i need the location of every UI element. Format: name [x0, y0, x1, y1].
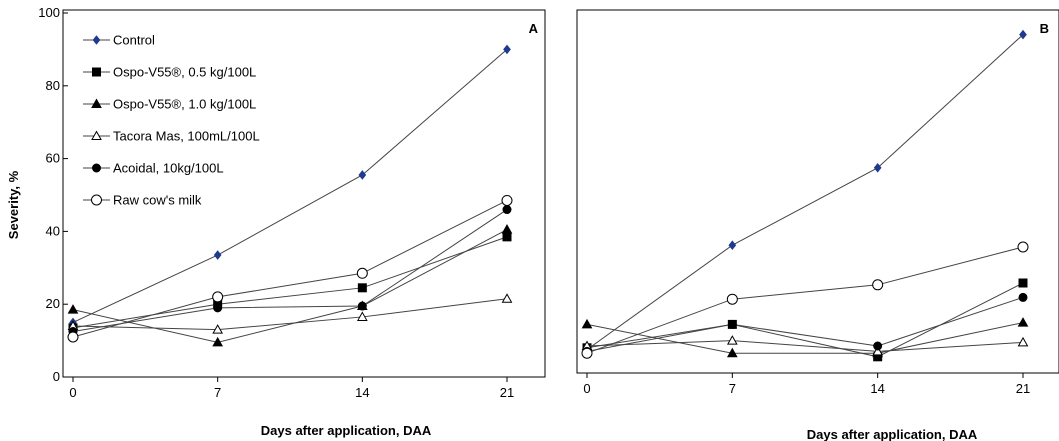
- panel-b-x-tick-label: 0: [583, 381, 590, 396]
- panel-a-series-acoidal-10kg-100l-line: [72, 209, 508, 332]
- panel-a-label: A: [529, 21, 539, 36]
- panel-a-series-raw-cow-s-milk-point: [67, 331, 79, 343]
- panel-b-series-control: [583, 29, 1027, 355]
- panel-b-x-tick-label: 7: [729, 381, 736, 396]
- panel-a-legend-entry-marker: [91, 130, 102, 140]
- panel-b-series-tacora-mas-100ml-100l-point: [726, 335, 738, 345]
- panel-a-series-tacora-mas-100ml-100l: [67, 293, 513, 334]
- panel-a-legend-entry-label: Tacora Mas, 100mL/100L: [113, 129, 260, 144]
- panel-b-series-raw-cow-s-milk: [581, 241, 1029, 359]
- panel-b: B 0 7 14 21 Days after application, DAA: [576, 9, 1059, 441]
- panel-a-series-tacora-mas-100ml-100l-point: [212, 324, 224, 334]
- panel-b-series-ospo-v55-0-5-kg-100l: [582, 278, 1028, 362]
- panel-a-legend-entry-label: Ospo-V55®, 0.5 kg/100L: [113, 65, 256, 80]
- panel-b-series-raw-cow-s-milk-point: [726, 293, 738, 305]
- panel-a-series-ospo-v55-1-0-kg-100l-point: [501, 224, 513, 234]
- panel-b-series-ospo-v55-0-5-kg-100l-point: [1018, 278, 1028, 288]
- panel-b-series-acoidal-10kg-100l-point: [873, 341, 883, 351]
- panel-a-y-axis-title: Severity, %: [6, 170, 21, 239]
- panel-b-x-tick-label: 21: [1016, 381, 1030, 396]
- panel-a-series-raw-cow-s-milk-point: [356, 267, 368, 279]
- panel-a-plot-frame: [62, 9, 546, 378]
- panel-a-series-ospo-v55-0-5-kg-100l: [68, 232, 512, 333]
- panel-b-series-tacora-mas-100ml-100l: [581, 335, 1029, 356]
- panel-a-series-control-point: [503, 44, 511, 55]
- panel-a-legend-entry-marker: [92, 35, 101, 45]
- panel-a-series-acoidal-10kg-100l-point: [357, 301, 367, 311]
- panel-a-series-ospo-v55-1-0-kg-100l-point: [67, 304, 79, 314]
- panel-a: A 0 20 40 60 80 100 0 7 14 21 Days after applicatio…: [6, 5, 546, 438]
- panel-b-series-tacora-mas-100ml-100l-point: [872, 345, 884, 356]
- panel-a-x-tick-label: 21: [500, 385, 514, 400]
- panel-b-series-acoidal-10kg-100l-point: [727, 319, 737, 329]
- panel-b-series-tacora-mas-100ml-100l-point: [1017, 336, 1029, 347]
- panel-a-series-ospo-v55-0-5-kg-100l-point: [502, 232, 512, 242]
- panel-a-series-control-point: [213, 250, 222, 260]
- panel-b-series-tacora-mas-100ml-100l-line: [586, 340, 1024, 352]
- panel-a-series-acoidal-10kg-100l-point: [502, 205, 512, 215]
- panel-a-legend: Control Ospo-V55®, 0.5 kg/100L Ospo-V55®, …: [83, 33, 260, 208]
- panel-a-y-tick-label: 40: [46, 223, 60, 238]
- panel-b-series-control-point: [873, 162, 882, 173]
- panel-a-series-raw-cow-s-milk-point: [212, 291, 224, 303]
- panel-a-legend-entry-marker: [91, 194, 102, 206]
- panel-a-x-tick-label: 14: [355, 385, 369, 400]
- panel-a-legend-entry-label: Ospo-V55®, 1.0 kg/100L: [113, 97, 256, 112]
- panel-b-series-ospo-v55-0-5-kg-100l-line: [586, 282, 1024, 358]
- panel-b-series-ospo-v55-1-0-kg-100l-point: [581, 318, 593, 329]
- panel-a-series-raw-cow-s-milk: [67, 194, 513, 343]
- panel-a-series-acoidal-10kg-100l-point: [213, 303, 223, 313]
- panel-a-series-raw-cow-s-milk-point: [501, 194, 513, 206]
- panel-b-series-acoidal-10kg-100l-point: [1018, 292, 1028, 302]
- panel-b-series-control-line: [586, 34, 1024, 351]
- panel-a-series-control-point: [358, 170, 367, 180]
- panel-b-series-ospo-v55-1-0-kg-100l-point: [726, 347, 738, 358]
- panel-b-series-control-point: [728, 240, 737, 251]
- panel-b-series-ospo-v55-1-0-kg-100l-line: [586, 322, 1024, 354]
- panel-a-series-ospo-v55-1-0-kg-100l-point: [212, 336, 224, 347]
- panel-a-legend-entry-marker: [91, 98, 102, 108]
- panel-b-series-acoidal-10kg-100l-line: [586, 296, 1024, 352]
- panel-a-legend-entry-label: Raw cow's milk: [113, 193, 202, 208]
- panel-a-series-tacora-mas-100ml-100l-point: [501, 293, 513, 303]
- panel-a-legend-entry-label: Control: [113, 33, 155, 48]
- panel-a-series-control-line: [72, 49, 508, 323]
- panel-b-series-raw-cow-s-milk-point: [581, 347, 593, 359]
- panel-b-series-ospo-v55-1-0-kg-100l-point: [1017, 317, 1029, 327]
- panel-a-series-ospo-v55-1-0-kg-100l-line: [72, 229, 508, 343]
- panel-b-plot-frame: [576, 9, 1059, 374]
- panel-a-series-control: [69, 44, 511, 328]
- panel-a-y-tick-label: 0: [53, 369, 60, 384]
- panel-a-x-tick-label: 7: [214, 385, 221, 400]
- panel-a-y-tick-label: 80: [46, 78, 60, 93]
- panel-b-label: B: [1040, 21, 1049, 36]
- panel-b-series-control-point: [1019, 29, 1027, 40]
- panel-a-legend-entry-marker: [92, 163, 101, 173]
- panel-a-y-tick-label: 60: [46, 151, 60, 166]
- panel-b-series-raw-cow-s-milk-point: [1017, 241, 1029, 253]
- panel-a-series-acoidal-10kg-100l: [68, 205, 512, 336]
- panel-a-series-tacora-mas-100ml-100l-point: [356, 311, 368, 321]
- panel-a-series-ospo-v55-0-5-kg-100l-point: [357, 283, 367, 293]
- panel-a-x-tick-label: 0: [69, 385, 76, 400]
- panel-a-legend-entry-label: Acoidal, 10kg/100L: [113, 161, 224, 176]
- panel-a-x-axis-title: Days after application, DAA: [261, 423, 432, 438]
- panel-b-x-tick-label: 14: [870, 381, 884, 396]
- panel-a-series-ospo-v55-0-5-kg-100l-line: [72, 236, 508, 329]
- panel-a-y-tick-label: 100: [38, 5, 60, 20]
- panel-a-y-tick-label: 20: [46, 296, 60, 311]
- panel-b-series-raw-cow-s-milk-point: [872, 279, 884, 291]
- panel-a-series-tacora-mas-100ml-100l-line: [72, 298, 508, 331]
- panel-b-x-axis-title: Days after application, DAA: [807, 427, 978, 441]
- panel-a-series-raw-cow-s-milk-line: [72, 200, 508, 338]
- panel-a-legend-entry-marker: [92, 67, 101, 77]
- panel-b-series-raw-cow-s-milk-line: [586, 246, 1024, 354]
